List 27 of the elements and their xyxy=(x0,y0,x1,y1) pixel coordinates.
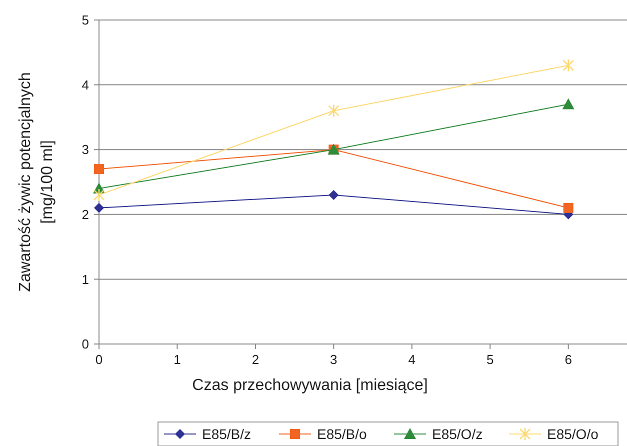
y-tick-label: 3 xyxy=(82,142,89,158)
y-tick-label: 0 xyxy=(82,336,89,352)
y-tick-label: 5 xyxy=(82,12,89,28)
y-tick-label: 2 xyxy=(82,206,89,222)
point xyxy=(562,58,574,72)
y-axis-title: Zawartość żywic potencjalnych [mg/100 ml] xyxy=(17,72,56,292)
x-tick-label: 4 xyxy=(408,352,416,367)
legend-label: E85/O/o xyxy=(547,426,599,442)
y-tick-label: 4 xyxy=(82,77,89,92)
legend-label: E85/B/z xyxy=(202,426,252,442)
x-tick-label: 1 xyxy=(174,352,181,367)
point xyxy=(94,202,104,213)
x-tick-label: 6 xyxy=(564,352,572,367)
x-tick-label: 0 xyxy=(95,352,103,367)
point xyxy=(328,190,339,200)
x-tick-label: 3 xyxy=(330,352,338,367)
x-axis-title: Czas przechowywania [miesiące] xyxy=(192,377,428,394)
point xyxy=(94,164,104,174)
point xyxy=(563,202,574,213)
point xyxy=(93,188,105,202)
x-tick-label: 2 xyxy=(252,352,260,367)
legend-label: E85/O/z xyxy=(432,426,483,442)
legend-label: E85/B/o xyxy=(317,426,368,442)
y-tick-label: 1 xyxy=(82,272,89,287)
point xyxy=(328,104,340,118)
point xyxy=(562,98,574,110)
x-tick-label: 5 xyxy=(486,352,494,367)
